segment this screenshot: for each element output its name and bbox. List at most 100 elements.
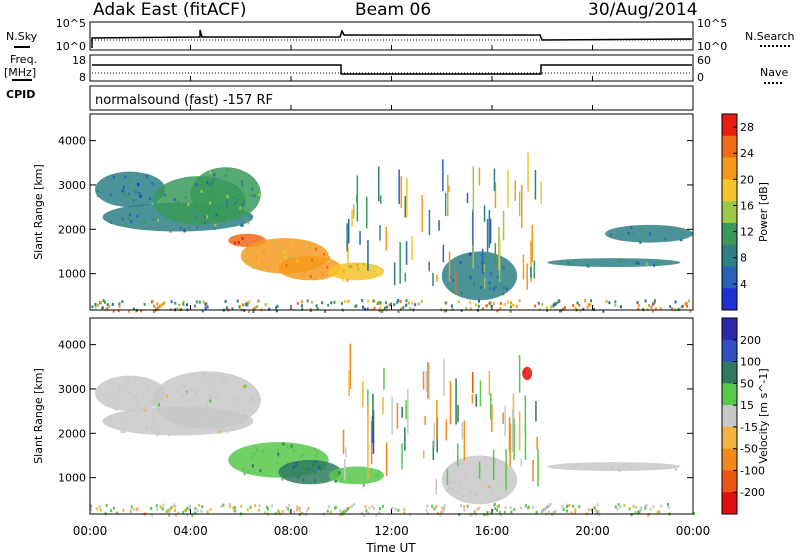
- velocity-cell: [191, 415, 193, 418]
- velocity-cell: [270, 504, 273, 508]
- velocity-cell: [168, 509, 171, 513]
- velocity-cell: [552, 465, 555, 469]
- power-cell: [226, 203, 228, 207]
- velocity-cell: [264, 511, 266, 515]
- power-region: [328, 262, 384, 281]
- velocity-cell: [639, 506, 642, 510]
- velocity-panel: 1000 2000 3000 4000 Slant Range [km]: [32, 317, 695, 517]
- velocity-cell: [185, 508, 188, 512]
- power-cell: [472, 282, 475, 286]
- velocity-cell: [561, 504, 564, 508]
- velocity-cell: [513, 508, 516, 512]
- power-region: [605, 224, 693, 243]
- power-cell: [161, 303, 164, 306]
- time-tick-label: 12:00: [374, 524, 409, 538]
- velocity-cell: [459, 461, 462, 465]
- power-colorbar: 4 8 12 16 20 24 28: [721, 113, 754, 311]
- velocity-cell: [266, 505, 268, 509]
- velocity-streak: [362, 380, 364, 408]
- time-tick-label: 16:00: [475, 524, 510, 538]
- power-streak: [521, 185, 523, 229]
- velocity-cell: [229, 505, 232, 509]
- velocity-streak: [513, 418, 515, 460]
- velocity-cell: [403, 508, 406, 512]
- velocity-cell: [193, 406, 196, 409]
- power-cell: [420, 300, 423, 304]
- velocity-cell: [95, 507, 98, 511]
- power-cell: [253, 194, 256, 198]
- power-cell: [518, 299, 521, 303]
- velocity-cell: [459, 504, 462, 508]
- power-cell: [479, 252, 482, 256]
- power-cell: [397, 299, 400, 302]
- nave-tick-top: 60: [697, 54, 711, 67]
- velocity-cell: [478, 506, 481, 510]
- velocity-cell: [435, 504, 438, 508]
- velocity-cell: [244, 384, 247, 388]
- power-cell: [637, 261, 640, 265]
- velocity-cell: [619, 505, 622, 509]
- power-cell: [671, 307, 673, 311]
- velocity-cell: [258, 504, 261, 508]
- velocity-cell: [509, 506, 512, 510]
- velocity-cell: [348, 478, 351, 482]
- power-cell: [184, 207, 186, 211]
- velocity-cell: [491, 487, 494, 491]
- velocity-cell: [629, 466, 632, 470]
- power-cell: [237, 241, 240, 245]
- velocity-cell: [554, 509, 557, 513]
- power-streak: [385, 226, 387, 251]
- velocity-cell: [408, 513, 411, 517]
- velocity-cell: [230, 428, 233, 432]
- power-cell: [177, 201, 179, 205]
- velocity-cell: [246, 508, 249, 512]
- power-cell: [496, 309, 499, 313]
- power-cell: [204, 306, 207, 310]
- date-title: 30/Aug/2014: [588, 0, 698, 20]
- power-cbar-tick-label: 24: [740, 147, 754, 160]
- velocity-cell: [142, 396, 145, 400]
- velocity-cell: [496, 505, 499, 509]
- power-cell: [579, 309, 582, 313]
- velocity-streak: [509, 423, 511, 467]
- power-cell: [204, 302, 207, 306]
- power-cell: [571, 262, 574, 266]
- power-cell: [186, 303, 188, 307]
- power-cell: [545, 306, 548, 310]
- power-cell: [664, 237, 667, 241]
- power-cell: [132, 307, 135, 311]
- velocity-cell: [159, 505, 162, 509]
- velocity-cell: [570, 511, 573, 515]
- power-streak: [540, 180, 542, 204]
- power-cell: [200, 189, 203, 193]
- velocity-cell: [693, 512, 695, 516]
- velocity-cell: [494, 461, 497, 465]
- velocity-cell: [167, 508, 170, 512]
- power-streak: [472, 166, 475, 213]
- power-cell: [494, 285, 497, 289]
- velocity-cell: [313, 448, 316, 451]
- power-cell: [602, 309, 605, 313]
- nsearch-label: N.Search: [745, 30, 795, 43]
- power-cell: [639, 240, 642, 244]
- power-cell: [402, 305, 405, 309]
- velocity-cell: [117, 385, 120, 389]
- velocity-cell: [220, 427, 223, 431]
- power-cell: [372, 299, 375, 303]
- power-cell: [411, 301, 414, 305]
- velocity-cell: [209, 399, 212, 403]
- velocity-cell: [181, 394, 184, 398]
- velocity-cell: [281, 510, 284, 513]
- velocity-cell: [145, 409, 148, 412]
- nsky-tick-top: 10^5: [56, 17, 86, 30]
- velocity-cbar-frame: [721, 317, 738, 515]
- velocity-cell: [250, 456, 253, 460]
- velocity-cell: [469, 513, 472, 517]
- power-cell: [128, 309, 130, 313]
- time-tick-label: 00:00: [676, 524, 711, 538]
- power-cell: [400, 307, 403, 311]
- power-cell: [487, 255, 490, 259]
- power-cell: [117, 309, 120, 313]
- power-cell: [376, 302, 379, 305]
- velocity-cell: [168, 513, 171, 517]
